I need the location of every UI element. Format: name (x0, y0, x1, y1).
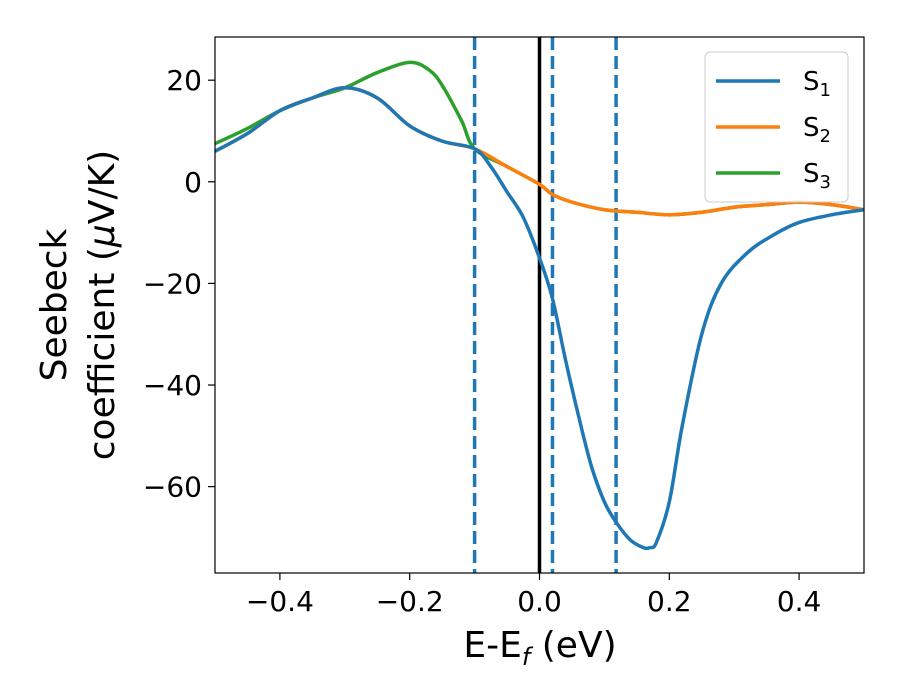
y-axis-title-line2-pre: coefficient ( (82, 247, 123, 460)
x-tick-label: −0.4 (246, 585, 314, 618)
legend-label-2: S2 (803, 113, 831, 147)
series-lines (215, 60, 864, 551)
x-axis-title: E-Ef (eV) (463, 625, 616, 671)
x-tick-label: 0.0 (517, 585, 562, 618)
x-axis: −0.4 −0.2 0.0 0.2 0.4 (246, 573, 821, 618)
x-tick-label: −0.2 (376, 585, 444, 618)
legend: S1 S2 S3 (704, 51, 849, 203)
series-line-1 (215, 86, 864, 551)
y-tick-label: 20 (166, 64, 202, 97)
y-axis-title-line2: coefficient (μV/K) (82, 150, 123, 460)
x-axis-title-main: E-E (463, 625, 521, 666)
y-axis: 20 0 −20 −40 −60 (143, 64, 215, 504)
x-tick-label: 0.2 (647, 585, 692, 618)
y-tick-label: −20 (143, 267, 202, 300)
x-axis-title-tail: (eV) (530, 625, 616, 666)
y-axis-title-line2-post: V/K) (82, 150, 123, 224)
legend-label-1: S1 (803, 67, 831, 101)
y-axis-title-mu: μ (82, 224, 123, 248)
legend-label-3: S3 (803, 159, 831, 193)
x-tick-label: 0.4 (777, 585, 822, 618)
y-axis-title-line1: Seebeck (34, 228, 75, 381)
y-tick-label: −40 (143, 369, 202, 402)
y-tick-label: 0 (184, 166, 202, 199)
y-tick-label: −60 (143, 471, 202, 504)
